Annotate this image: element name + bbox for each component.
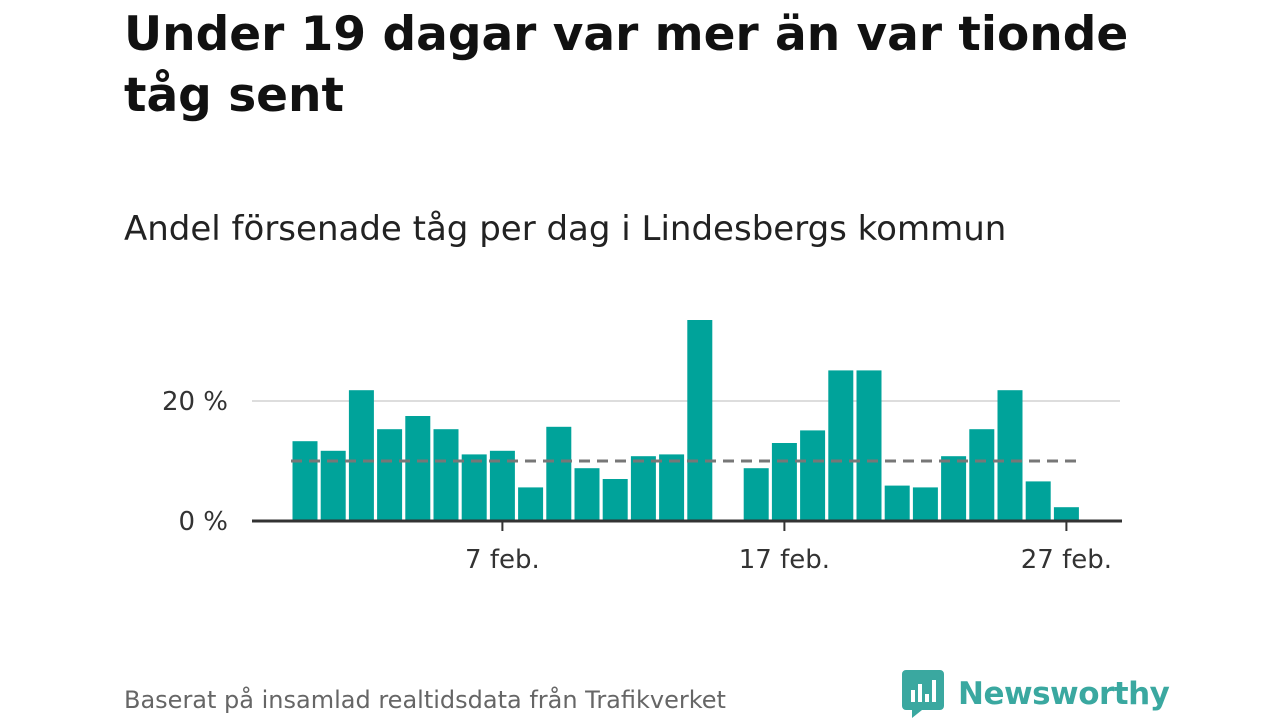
bars [292,320,1079,521]
bar [574,468,600,521]
bar [292,441,318,521]
bar [461,454,487,521]
bar [912,487,938,521]
bar [630,456,656,521]
chart-title: Under 19 dagar var mer än var tionde tåg… [124,7,1129,123]
bar [1025,481,1051,521]
newsworthy-logo-icon [902,670,944,718]
bar [659,454,685,521]
brand-name: Newsworthy [958,676,1170,712]
bar [743,468,769,521]
bar [348,390,374,521]
bar [969,429,995,521]
source-note: Baserat på insamlad realtidsdata från Tr… [124,686,726,714]
bar [377,429,403,521]
chart-subtitle: Andel försenade tåg per dag i Lindesberg… [124,209,1007,249]
bar [687,320,713,521]
bar [1053,507,1079,521]
brand[interactable]: Newsworthy [902,670,1170,718]
bar [828,370,854,521]
bar [433,429,459,521]
bar [546,426,572,521]
bar [771,443,797,521]
bar [941,456,967,521]
bar [518,487,544,521]
bar-chart: 0 % 20 % 7 feb. 17 feb. 27 feb. [162,320,1122,575]
bar [602,479,628,521]
bar [405,416,431,521]
x-axis-ticks: 7 feb. 17 feb. 27 feb. [465,521,1112,575]
bar [800,430,826,521]
y-axis-ticks: 0 % 20 % [162,387,228,537]
bar [856,370,882,521]
y-tick-label: 0 % [178,507,228,537]
y-tick-label: 20 % [162,387,228,417]
x-tick-label: 7 feb. [465,545,540,575]
bar [884,485,910,521]
x-tick-label: 17 feb. [739,545,830,575]
x-tick-label: 27 feb. [1021,545,1112,575]
bar [997,390,1023,521]
